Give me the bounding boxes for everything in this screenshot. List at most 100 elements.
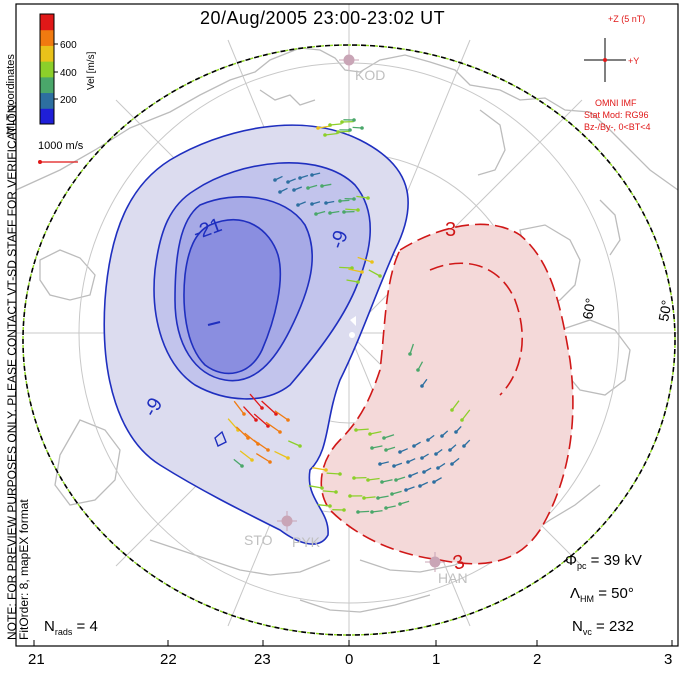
velocity-vector-origin [240, 464, 244, 468]
imf-source: OMNI IMF [595, 98, 637, 108]
phi-pc-stat: Φpc = 39 kV [565, 552, 642, 571]
velocity-vector [253, 439, 269, 451]
velocity-vector-origin [292, 188, 296, 192]
colorbar-unit-label: Vel [m/s] [86, 51, 97, 90]
velocity-vector-origin [356, 280, 360, 284]
velocity-vector-origin [323, 133, 327, 137]
velocity-vector [345, 208, 359, 211]
velocity-vector [356, 195, 369, 199]
velocity-vector-origin [398, 502, 402, 506]
velocity-vector-origin [278, 430, 282, 434]
nrads-subscript: rads [54, 627, 73, 637]
velocity-vector-origin [378, 462, 382, 466]
velocity-vector-origin [328, 504, 332, 508]
velocity-vector-origin [420, 384, 424, 388]
velocity-vector [288, 440, 301, 447]
velocity-vector [355, 428, 369, 431]
velocity-vector-origin [338, 472, 342, 476]
velocity-vector [233, 400, 245, 415]
lat-label-60: 60° [579, 297, 598, 321]
velocity-vector-origin [390, 492, 394, 496]
velocity-vector-origin [440, 434, 444, 438]
station-label-pyk: PYK [292, 534, 321, 550]
velocity-vector-origin [260, 406, 264, 410]
velocity-vector-origin [286, 456, 290, 460]
velocity-vector-origin [298, 176, 302, 180]
station-han-marker [425, 552, 445, 572]
imf-vector-dot [603, 58, 607, 62]
velocity-vector-origin [408, 352, 412, 356]
velocity-vector-origin [462, 444, 466, 448]
velocity-vector-origin [378, 274, 382, 278]
station-kod-marker [339, 50, 359, 70]
velocity-vector-origin [342, 210, 346, 214]
mlt-tick-23: 23 [254, 651, 271, 668]
velocity-vector [239, 450, 253, 461]
velocity-vector-origin [324, 468, 328, 472]
nvc-value: = 232 [596, 618, 634, 635]
velocity-vector-origin [286, 418, 290, 422]
velocity-vector-origin [412, 444, 416, 448]
velocity-vector-origin [274, 412, 278, 416]
lat-label-50: 50° [655, 299, 674, 323]
velocity-vector-origin [334, 490, 338, 494]
hm-boundary-highlight [22, 44, 676, 636]
velocity-vector-origin [356, 510, 360, 514]
velocity-vector-origin [434, 452, 438, 456]
phi-symbol: Φ [565, 552, 577, 569]
positive-potential-cell [320, 223, 574, 565]
mlt-tick-marks [33, 640, 673, 646]
station-markers [277, 50, 445, 572]
nrads-value: = 4 [76, 618, 98, 635]
velocity-vector-origin [310, 173, 314, 177]
velocity-vector-origin [398, 450, 402, 454]
station-label-kod: KOD [355, 67, 385, 83]
velocity-vector-origin [418, 484, 422, 488]
imf-z-label: +Z (5 nT) [608, 14, 646, 24]
velocity-vector [326, 472, 341, 475]
lambda-subscript: HM [580, 594, 595, 604]
velocity-vector [243, 406, 257, 421]
plot-title: 20/Aug/2005 23:00-23:02 UT [200, 8, 446, 28]
velocity-colorbar [39, 13, 55, 125]
colorbar-segment [40, 108, 54, 125]
velocity-vector-origin [376, 496, 380, 500]
velocity-vector-origin [314, 212, 318, 216]
velocity-vector [265, 421, 281, 433]
velocity-vector-origin [362, 496, 366, 500]
velocity-vector-origin [348, 494, 352, 498]
mlt-tick-22: 22 [160, 651, 177, 668]
velocity-vector-origin [328, 123, 332, 127]
phi-value: = 39 kV [590, 552, 642, 569]
velocity-vector-origin [384, 448, 388, 452]
velocity-vector-origin [354, 428, 358, 432]
velocity-vector-origin [306, 186, 310, 190]
velocity-vector-origin [250, 458, 254, 462]
velocity-vector [227, 418, 239, 431]
velocity-vector-origin [350, 266, 354, 270]
colorbar-tick-400: 400 [60, 68, 77, 79]
velocity-vector-origin [324, 201, 328, 205]
colorbar-segment [40, 45, 54, 62]
colorbar-ticks [54, 43, 58, 100]
velocity-vector-origin [340, 120, 344, 124]
velocity-vector-origin [352, 476, 356, 480]
velocity-vector [363, 496, 376, 499]
velocity-vector-origin [296, 203, 300, 207]
nvc-symbol: N [572, 618, 583, 635]
imf-model: Stat Mod: RG96 [584, 110, 649, 120]
velocity-vector-origin [320, 184, 324, 188]
velocity-vector-origin [298, 444, 302, 448]
negative-potential-cell [103, 124, 409, 545]
velocity-vector-origin [368, 432, 372, 436]
velocity-vector [255, 453, 271, 463]
velocity-vector-origin [266, 424, 270, 428]
velocity-vector [348, 268, 363, 273]
velocity-vector-origin [328, 211, 332, 215]
plot-frame [15, 3, 679, 647]
colorbar-segment [40, 92, 54, 109]
station-label-han: HAN [438, 570, 468, 586]
velocity-vector-origin [352, 197, 356, 201]
velocity-vector-origin [342, 508, 346, 512]
velocity-vector [249, 393, 263, 409]
